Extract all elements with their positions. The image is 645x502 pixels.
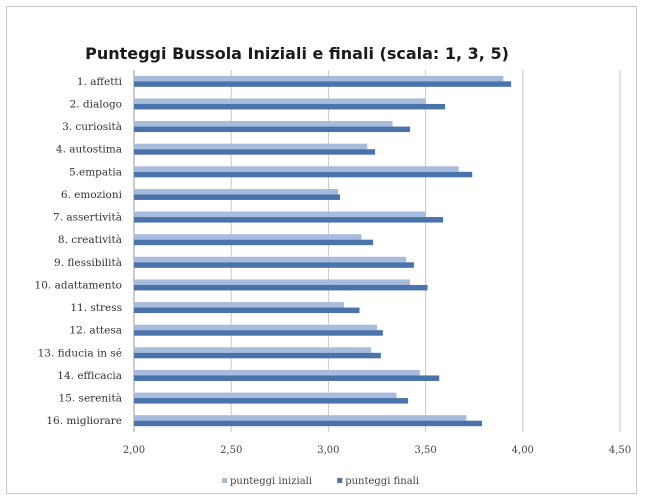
bar-final: [134, 398, 409, 404]
x-tick-label: 2,00: [123, 445, 145, 456]
bar-final: [134, 171, 473, 178]
bar-initial: [134, 98, 426, 104]
bar-final: [134, 330, 383, 336]
bar-final: [134, 352, 381, 359]
bar-initial: [134, 369, 420, 376]
category-label: 1. affetti: [77, 76, 123, 88]
category-label: 12. attesa: [69, 325, 122, 337]
category-label: 15. serenità: [59, 393, 122, 405]
bar-final: [134, 262, 414, 268]
bar-final: [134, 126, 411, 133]
legend-label: punteggi iniziali: [230, 476, 312, 487]
bar-initial: [134, 121, 393, 127]
category-label: 11. stress: [70, 302, 122, 314]
bar-final: [134, 375, 440, 381]
x-tick-label: 3,00: [317, 445, 339, 456]
bar-initial: [134, 324, 377, 331]
bar-final: [134, 420, 482, 427]
bar-final: [134, 284, 428, 291]
chart-title: Punteggi Bussola Iniziali e finali (scal…: [85, 44, 509, 63]
legend-swatch: [222, 478, 227, 483]
bar-initial: [134, 347, 372, 353]
bar-initial: [134, 302, 344, 308]
category-label: 8. creatività: [58, 234, 122, 246]
bar-initial: [134, 166, 459, 172]
legend: punteggi iniziali punteggi finali: [222, 476, 419, 487]
bar-initial: [134, 75, 504, 82]
category-label: 4. autostima: [56, 144, 122, 156]
category-label: 5.empatia: [69, 166, 122, 178]
category-label: 14. efficacia: [57, 370, 122, 382]
bar-initial: [134, 392, 397, 399]
category-label: 13. fiducia in sé: [38, 347, 122, 359]
bar-final: [134, 194, 341, 200]
category-label: 7. assertività: [53, 212, 122, 224]
bar-initial: [134, 415, 467, 421]
legend-label: punteggi finali: [345, 476, 419, 487]
x-tick-labels: 2,00 2,50 3,00 3,50 4,00 4,50: [123, 445, 631, 456]
category-label: 9. flessibilità: [54, 257, 122, 269]
x-tick-label: 4,50: [609, 445, 631, 456]
category-label: 16. migliorare: [46, 415, 122, 427]
category-labels: 1. affetti 2. dialogo 3. curiosità 4. autos…: [35, 76, 123, 427]
bar-final: [134, 81, 512, 87]
bar-final: [134, 239, 374, 246]
category-label: 6. emozioni: [61, 189, 123, 201]
bar-final: [134, 149, 376, 155]
bars: [134, 75, 512, 427]
category-label: 3. curiosità: [62, 121, 122, 133]
x-tick-label: 3,50: [414, 445, 436, 456]
x-tick-label: 4,00: [512, 445, 534, 456]
legend-swatch: [337, 478, 343, 483]
bar-initial: [134, 234, 362, 240]
category-label: 2. dialogo: [70, 98, 122, 110]
bar-final: [134, 217, 444, 223]
bar-initial: [134, 143, 368, 150]
category-label: 10. adattamento: [35, 279, 122, 291]
bar-initial: [134, 211, 426, 218]
bar-final: [134, 307, 360, 314]
bar-initial: [134, 256, 407, 263]
bar-initial: [134, 188, 339, 195]
bar-final: [134, 103, 446, 110]
x-tick-label: 2,50: [220, 445, 242, 456]
chart-frame: [6, 6, 637, 494]
bar-initial: [134, 279, 411, 285]
